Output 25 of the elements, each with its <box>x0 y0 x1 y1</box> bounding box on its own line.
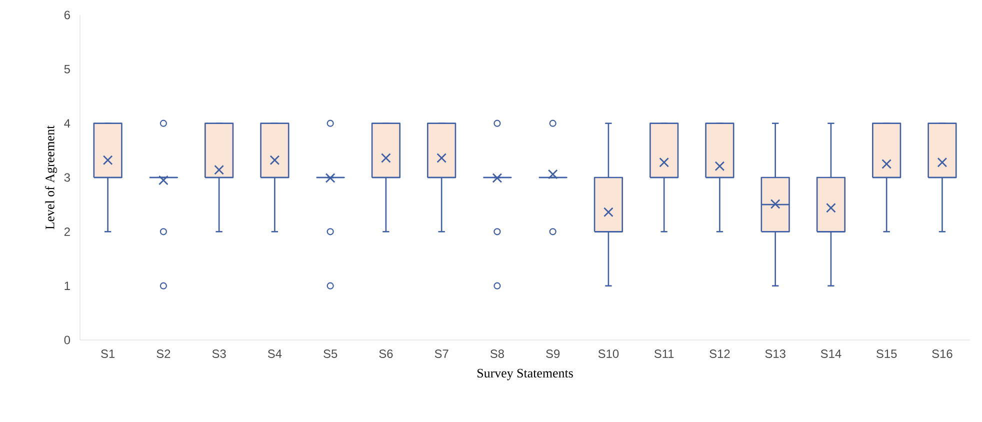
x-tick-label: S13 <box>765 350 786 358</box>
x-tick-label: S14 <box>820 350 842 358</box>
x-tick-label: S1 <box>101 350 115 358</box>
y-tick-label: 6 <box>64 10 70 20</box>
x-tick-label: S9 <box>546 350 560 358</box>
y-axis-title: Level of Agreement <box>45 125 57 230</box>
y-tick-label: 0 <box>64 336 70 344</box>
x-tick-label: S5 <box>324 350 338 358</box>
x-tick-label: S10 <box>598 350 619 358</box>
x-tick-label: S12 <box>710 350 730 358</box>
y-tick-label: 5 <box>64 65 70 74</box>
x-tick-label: S6 <box>379 350 393 358</box>
x-axis-title: Survey Statements <box>477 368 573 380</box>
y-tick-label: 2 <box>64 228 70 236</box>
x-tick-label: S16 <box>932 350 952 358</box>
y-tick-label: 4 <box>64 119 70 128</box>
x-tick-label: S7 <box>434 350 448 358</box>
x-tick-label: S2 <box>156 350 170 358</box>
x-tick-label: S4 <box>268 350 282 358</box>
x-tick-label: S15 <box>876 350 897 358</box>
y-tick-label: 3 <box>64 173 70 182</box>
x-tick-label: S8 <box>490 350 504 358</box>
x-tick-label: S11 <box>654 350 674 358</box>
x-tick-label: S3 <box>212 350 226 358</box>
y-tick-label: 1 <box>64 282 70 290</box>
